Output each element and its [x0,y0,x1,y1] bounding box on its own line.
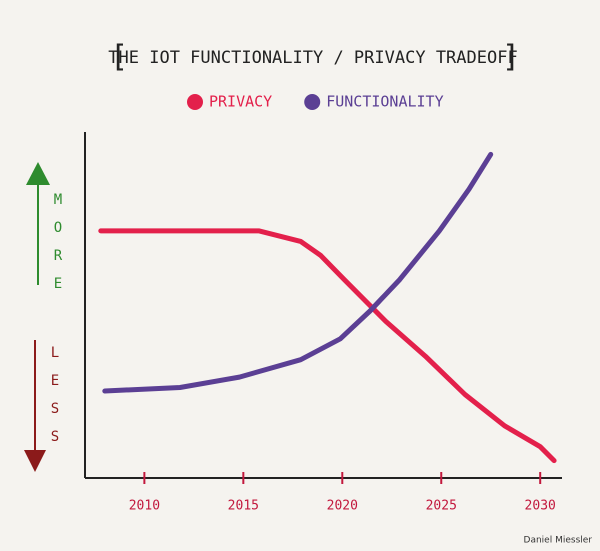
x-tick-label: 2020 [327,499,358,514]
legend-swatch [187,94,203,110]
chart-title: THE IOT FUNCTIONALITY / PRIVACY TRADEOFF [108,48,517,68]
title-bracket: ] [502,40,520,75]
x-tick-label: 2015 [228,499,259,514]
more-arrow-head [26,162,50,185]
less-arrow-head [24,450,46,472]
legend-label: FUNCTIONALITY [326,93,443,111]
x-tick-label: 2025 [426,499,457,514]
credit: Daniel Miessler [524,536,593,546]
x-tick-label: 2010 [129,499,160,514]
series-line [102,151,494,394]
legend-swatch [304,94,321,110]
series-line [98,228,557,464]
more-label: MORE [50,192,66,304]
less-label: LESS [47,345,63,457]
title-bracket: [ [110,40,128,75]
x-tick-label: 2030 [525,499,556,514]
legend-label: PRIVACY [209,93,272,111]
